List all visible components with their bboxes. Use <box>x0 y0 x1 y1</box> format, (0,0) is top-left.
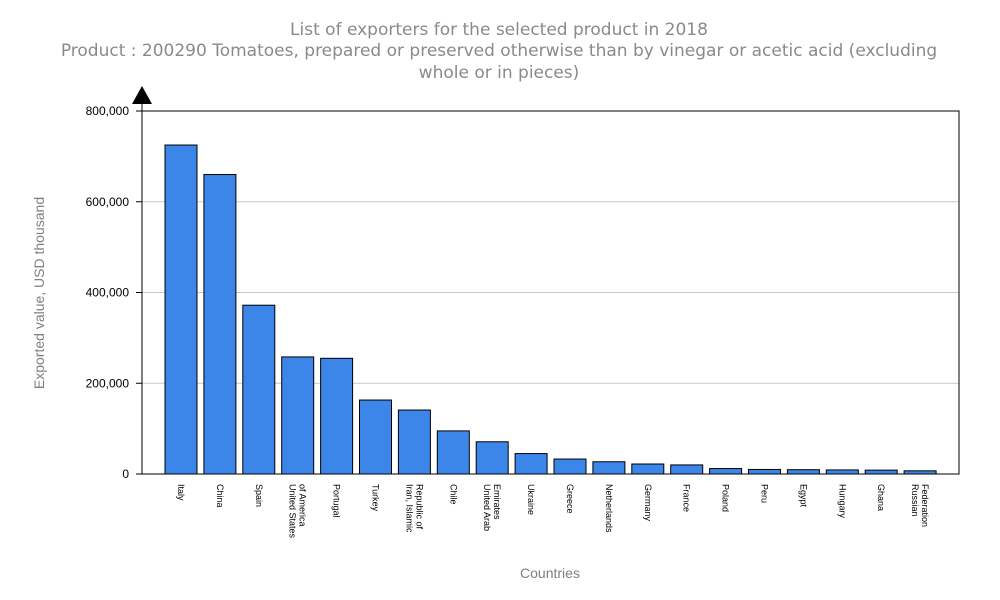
x-axis-label: Countries <box>520 565 580 581</box>
chart-title: List of exporters for the selected produ… <box>290 20 708 40</box>
bar <box>242 304 276 475</box>
bar <box>320 357 354 475</box>
x-tick-label: Portugal <box>332 484 342 518</box>
bar <box>397 409 431 475</box>
x-tick-label: United Arab <box>482 484 492 531</box>
y-axis-label: Exported value, USD thousand <box>31 197 47 389</box>
y-tick-label: 200,000 <box>86 376 130 390</box>
x-tick-label: Hungary <box>837 484 847 519</box>
bar <box>864 469 898 475</box>
y-tick-label: 600,000 <box>86 195 130 209</box>
bar <box>670 464 704 475</box>
x-tick-label: China <box>215 484 225 508</box>
bar <box>475 441 509 475</box>
x-tick-label: Spain <box>254 484 264 507</box>
bar <box>553 458 587 475</box>
x-tick-label: Chile <box>448 484 458 505</box>
bar <box>436 430 470 475</box>
bar <box>164 144 198 475</box>
x-tick-label: Peru <box>760 484 770 503</box>
bar <box>631 463 665 475</box>
bar <box>709 468 743 475</box>
bar <box>203 174 237 475</box>
bar <box>748 468 781 475</box>
bar <box>825 469 859 475</box>
x-tick-label: Italy <box>176 484 186 501</box>
bar <box>786 469 820 475</box>
x-tick-label: Turkey <box>371 484 381 512</box>
x-tick-label: Iran, Islamic <box>404 484 414 533</box>
bar <box>359 399 392 475</box>
chart-subtitle-line-2: whole or in pieces) <box>419 63 580 83</box>
y-tick-label: 800,000 <box>86 104 130 118</box>
x-tick-label: Netherlands <box>604 484 614 533</box>
bar <box>281 356 315 475</box>
x-tick-label: Ukraine <box>526 484 536 515</box>
x-tick-label: France <box>682 484 692 512</box>
chart-subtitle-line-1: Product : 200290 Tomatoes, prepared or p… <box>61 41 937 61</box>
x-tick-label: Republic of <box>414 484 424 530</box>
bar <box>592 461 626 475</box>
x-tick-label: Federation <box>920 484 930 527</box>
x-tick-label: Poland <box>721 484 731 512</box>
x-tick-label: Greece <box>565 484 575 514</box>
x-tick-label: Ghana <box>876 484 886 511</box>
x-tick-label: Russian <box>910 484 920 517</box>
bar <box>514 453 548 475</box>
x-tick-label: Egypt <box>798 484 808 508</box>
x-tick-label: Emirates <box>492 484 502 520</box>
x-tick-label: of America <box>298 484 308 527</box>
x-tick-label: United States <box>288 484 298 539</box>
y-axis-arrow-icon <box>132 86 152 104</box>
x-tick-label: Germany <box>643 484 653 522</box>
y-tick-label: 0 <box>122 467 129 481</box>
y-tick-label: 400,000 <box>86 286 130 300</box>
